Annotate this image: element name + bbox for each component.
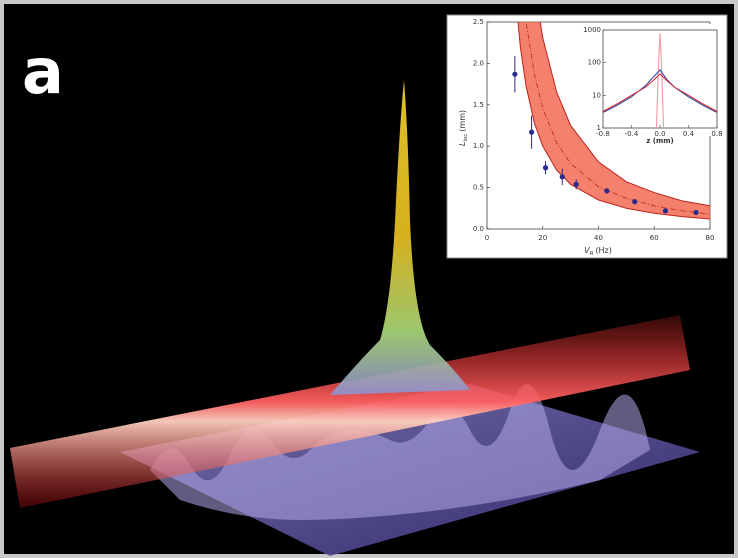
x-tick-label: 0.4 — [683, 130, 695, 138]
x-tick-label: 60 — [650, 234, 659, 242]
speckle-surface — [150, 384, 650, 520]
x-tick-label: 0.0 — [654, 130, 665, 138]
sub-plot-area — [603, 33, 717, 128]
y-tick-label: 1.0 — [473, 142, 484, 150]
panel-label: a — [22, 35, 64, 108]
x-axis-label-sub: R — [590, 251, 594, 257]
x-tick-label: 80 — [706, 234, 715, 242]
data-point — [604, 188, 610, 194]
x-axis-label-unit: (Hz) — [595, 246, 611, 255]
y-tick-label: 1 — [597, 124, 601, 132]
y-tick-label: 10 — [592, 91, 601, 99]
x-axis-label: VR (Hz) — [584, 246, 612, 257]
y-tick-label: 0.0 — [473, 225, 484, 233]
y-axis-label-unit: (mm) — [458, 110, 467, 132]
data-point — [529, 129, 535, 135]
y-tick-label: 1.5 — [473, 101, 484, 109]
sub-inset-chart: 1 10 100 1000 -0.8 -0.4 0.0 0.4 0.8 z (mm) — [583, 26, 722, 145]
x-tick-label: -0.4 — [625, 130, 639, 138]
x-tick-label: -0.8 — [596, 130, 610, 138]
x-axis-label-symbol: V — [584, 246, 590, 255]
x-axis-label: z (mm) — [646, 137, 674, 145]
y-tick-label: 2.5 — [473, 18, 484, 26]
series-line — [655, 33, 665, 128]
series-line — [603, 73, 717, 112]
y-tick-label: 2.0 — [473, 59, 484, 67]
laser-beam — [10, 315, 690, 508]
x-tick-label: 40 — [594, 234, 603, 242]
series-line — [603, 69, 717, 113]
data-point — [559, 174, 565, 180]
data-point — [662, 208, 669, 214]
data-point — [512, 71, 518, 77]
data-point — [542, 165, 549, 171]
y-tick-label: 1000 — [583, 26, 601, 34]
y-axis-label: Lloc (mm) — [458, 110, 469, 146]
y-tick-label: 100 — [588, 59, 601, 67]
data-point — [573, 181, 579, 187]
theory-band — [517, 22, 710, 220]
x-tick-label: 0 — [485, 234, 489, 242]
y-axis-label-symbol: L — [458, 142, 467, 146]
data-point — [632, 199, 638, 205]
x-tick-label: 20 — [538, 234, 547, 242]
theory-upper — [539, 22, 710, 207]
data-point — [693, 209, 699, 216]
y-tick-label: 0.5 — [473, 184, 484, 192]
x-tick-label: 0.8 — [711, 130, 722, 138]
localized-peak — [330, 80, 470, 395]
y-axis-label-sub: loc — [463, 134, 469, 142]
inset-chart: 0.0 0.5 1.0 1.5 2.0 2.5 0 20 40 60 80 Lloc (mm) VR (Hz… — [458, 18, 715, 257]
